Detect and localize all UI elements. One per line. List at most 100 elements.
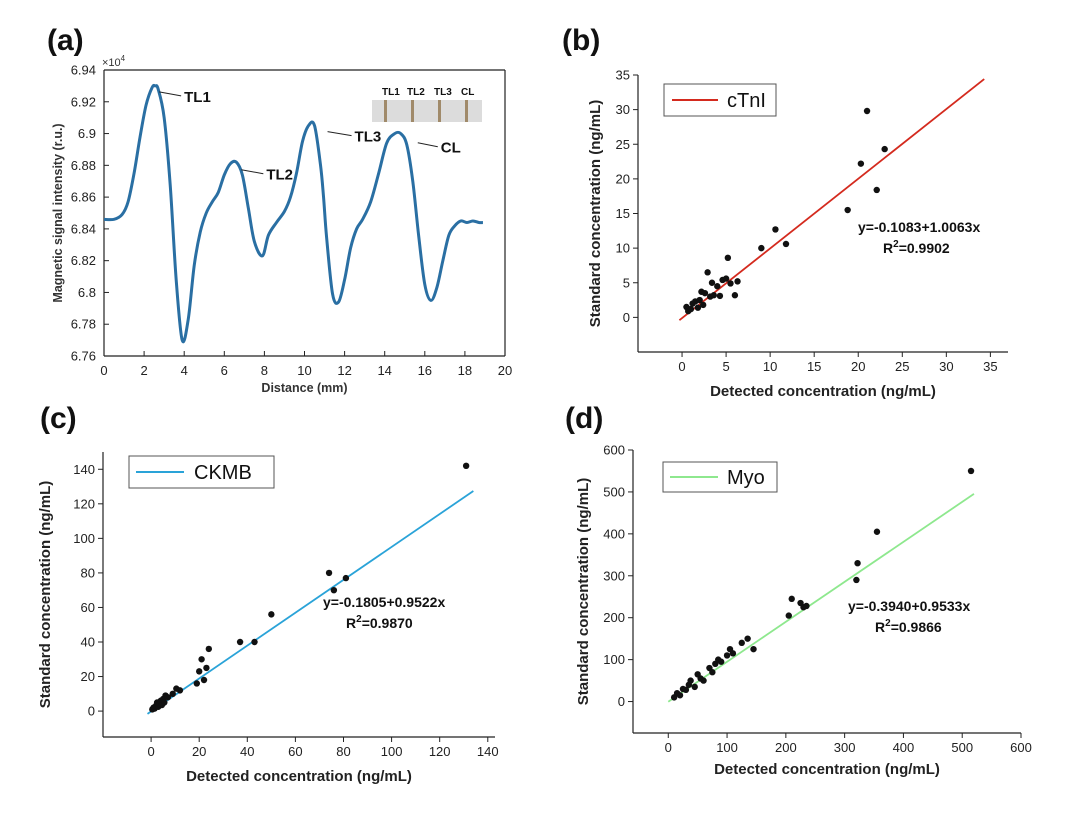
y-tick-label-c: 60	[81, 600, 95, 615]
y-tick-label-b: 5	[623, 275, 630, 290]
data-point-d	[873, 528, 881, 535]
data-point-d	[853, 576, 860, 584]
x-tick-label-d: 600	[1010, 740, 1032, 755]
y-tick-label-d: 500	[603, 484, 625, 499]
x-tick-label-a: 4	[181, 363, 188, 378]
data-point-d	[967, 467, 975, 475]
x-tick-label-b: 30	[939, 359, 953, 374]
peak-leader-1	[241, 169, 264, 175]
x-tick-label-c: 80	[336, 744, 350, 759]
y-tick-label-a: 6.92	[71, 94, 96, 109]
y-tick-label-a: 6.9	[78, 126, 96, 141]
x-tick-label-c: 60	[288, 744, 302, 759]
data-point-d	[676, 692, 684, 699]
y-tick-label-b: 25	[616, 137, 630, 152]
data-point-d	[687, 677, 694, 684]
inset-strip: TL1 TL2 TL3 CL	[372, 87, 482, 122]
x-tick-label-b: 0	[678, 359, 685, 374]
x-tick-label-c: 20	[192, 744, 206, 759]
r-squared-d: R2=0.9866	[875, 618, 942, 635]
inset-label-tl3: TL3	[434, 87, 452, 98]
y-tick-label-b: 10	[616, 241, 630, 256]
data-point-d	[691, 683, 698, 691]
peak-label: TL2	[266, 167, 293, 184]
data-point-b	[716, 292, 724, 300]
y-tick-label-c: 140	[73, 462, 95, 477]
y-tick-label-a: 6.8	[78, 285, 96, 300]
x-axis-title-c: Detected concentration (ng/mL)	[186, 768, 412, 785]
y-tick-label-d: 300	[603, 568, 625, 583]
data-point-c	[161, 699, 168, 706]
y-tick-label-d: 100	[603, 652, 625, 667]
data-point-b	[881, 145, 888, 153]
data-point-c	[193, 680, 200, 687]
data-point-b	[704, 269, 711, 276]
data-point-c	[462, 462, 470, 470]
data-point-d	[709, 669, 716, 676]
inset-label-tl2: TL2	[407, 87, 425, 98]
x-tick-label-d: 400	[893, 740, 915, 755]
data-point-d	[750, 645, 757, 653]
x-tick-label-b: 35	[983, 359, 997, 374]
data-point-d	[682, 686, 690, 694]
x-tick-label-c: 100	[381, 744, 403, 759]
x-axis-title-b: Detected concentration (ng/mL)	[710, 383, 936, 400]
x-tick-label-c: 40	[240, 744, 254, 759]
data-point-d	[729, 650, 737, 657]
x-tick-label-d: 0	[665, 740, 672, 755]
y-tick-label-d: 400	[603, 526, 625, 541]
data-point-b	[724, 254, 732, 262]
x-tick-label-a: 16	[418, 363, 432, 378]
peak-leader-2	[327, 131, 352, 137]
x-tick-label-d: 200	[775, 740, 797, 755]
data-point-d	[738, 639, 745, 647]
y-multiplier: ×104	[102, 54, 126, 69]
y-axis-title-d: Standard concentration (ng/mL)	[575, 478, 592, 706]
data-point-b	[772, 226, 779, 233]
y-tick-label-b: 35	[616, 68, 630, 83]
data-point-c	[169, 690, 176, 698]
legend-label-c: CKMB	[194, 462, 252, 484]
y-tick-label-c: 40	[81, 635, 95, 650]
legend-label-b: cTnI	[727, 90, 766, 112]
inset-label-tl1: TL1	[382, 87, 400, 98]
y-axis-title-c: Standard concentration (ng/mL)	[37, 481, 54, 709]
panel-label-a: (a)	[47, 24, 84, 57]
data-point-c	[268, 611, 275, 618]
data-point-c	[176, 687, 184, 694]
x-tick-label-b: 5	[722, 359, 729, 374]
y-axis-title-b: Standard concentration (ng/mL)	[587, 100, 604, 328]
panel-c: (c) CKMB y=-0.1805+0.9522x R2=0.9870 0 20…	[37, 402, 499, 785]
y-tick-label-a: 6.84	[71, 221, 96, 236]
panel-d: (d) Myo y=-0.3940+0.9533x R2=0.9866 0 100…	[565, 402, 1032, 778]
x-tick-label-d: 300	[834, 740, 856, 755]
data-point-b	[782, 240, 790, 248]
x-tick-label-d: 500	[951, 740, 973, 755]
x-tick-label-a: 8	[261, 363, 268, 378]
y-tick-label-a: 6.76	[71, 349, 96, 364]
y-tick-label-a: 6.86	[71, 190, 96, 205]
fit-line-b	[678, 78, 985, 321]
data-point-c	[203, 664, 210, 672]
equation-d: y=-0.3940+0.9533x	[848, 598, 970, 614]
x-tick-label-d: 100	[716, 740, 738, 755]
x-tick-label-c: 0	[147, 744, 154, 759]
data-point-b	[708, 279, 716, 286]
y-tick-label-c: 100	[73, 531, 95, 546]
data-point-b	[731, 292, 739, 299]
y-tick-label-c: 20	[81, 669, 95, 684]
x-tick-label-a: 6	[221, 363, 228, 378]
inset-line-tl3	[438, 100, 441, 122]
data-point-d	[854, 560, 861, 567]
y-tick-label-a: 6.82	[71, 253, 96, 268]
y-tick-label-b: 20	[616, 171, 630, 186]
legend-d: Myo	[662, 461, 778, 493]
equation-b: y=-0.1083+1.0063x	[858, 219, 980, 235]
r-squared-c: R2=0.9870	[346, 614, 413, 631]
data-point-b	[863, 107, 871, 115]
peak-leader-0	[159, 91, 182, 97]
data-point-c	[251, 638, 258, 646]
y-tick-label-a: 6.78	[71, 317, 96, 332]
y-tick-label-c: 120	[73, 496, 95, 511]
fit-line-d	[667, 493, 975, 703]
